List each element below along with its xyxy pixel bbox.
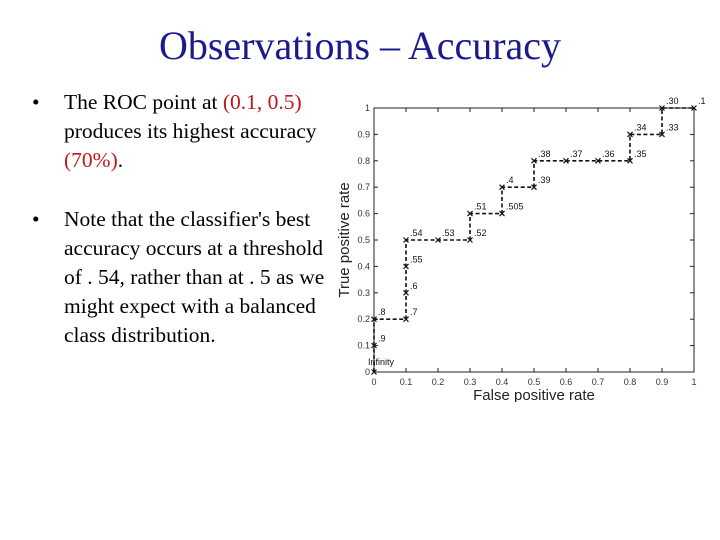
bullet-text: The ROC point at	[64, 90, 223, 114]
x-tick-label: 0.6	[560, 377, 573, 387]
roc-point-marker	[403, 237, 409, 243]
point-label: .6	[410, 281, 418, 291]
y-tick-label: 0.4	[357, 261, 370, 271]
point-label: .37	[570, 149, 583, 159]
point-label: .9	[378, 334, 386, 344]
roc-point-marker	[467, 210, 473, 217]
x-tick-label: 0.9	[656, 377, 669, 387]
roc-point-marker	[691, 105, 697, 111]
roc-point-marker	[627, 157, 633, 164]
y-tick-label: 1	[365, 103, 370, 113]
slide-title: Observations – Accuracy	[158, 23, 562, 68]
y-tick-label: 0.7	[357, 182, 370, 192]
roc-curve	[373, 107, 694, 372]
bullet-text: Note that the classifier's best accuracy…	[64, 207, 325, 347]
point-label: .1	[698, 96, 706, 106]
x-axis-label: False positive rate	[473, 387, 595, 402]
plot-frame	[373, 107, 695, 373]
point-label: .38	[538, 149, 551, 159]
point-label: .4	[506, 175, 514, 185]
x-tick-label: 0.4	[496, 377, 509, 387]
y-tick-label: 0	[365, 367, 370, 377]
point-label: .33	[666, 122, 679, 132]
roc-point-marker	[659, 105, 665, 111]
bullet-text: produces its highest accuracy	[64, 119, 317, 143]
point-label: .8	[378, 307, 386, 317]
bullet-text: .	[117, 148, 124, 172]
bullet-item: • Note that the classifier's best accura…	[28, 205, 328, 350]
point-label: Infinity	[368, 357, 395, 367]
x-tick-label: 0.8	[624, 377, 637, 387]
point-label: .36	[602, 149, 615, 159]
roc-point-marker	[403, 289, 409, 296]
highlight-accuracy: (70%)	[64, 148, 118, 172]
bullet-list: • The ROC point at (0.1, 0.5) produces i…	[28, 88, 328, 350]
roc-point-marker	[371, 342, 377, 349]
roc-chart: 0 0.1 0.2 0.3 0.4 0.5 0.6 0.7 0.8 0.9 1 0 0.1 0.2 0.3 0…	[336, 96, 706, 402]
roc-point-marker	[531, 184, 537, 191]
point-label: .30	[666, 96, 679, 106]
roc-point-marker	[371, 369, 377, 375]
highlight-roc-point: (0.1, 0.5)	[222, 90, 302, 114]
roc-point-marker	[563, 157, 569, 164]
x-tick-label: 1	[691, 377, 696, 387]
roc-point-marker	[371, 316, 377, 323]
x-tick-label: 0	[371, 377, 376, 387]
point-label: .7	[410, 307, 418, 317]
y-tick-label: 0.6	[357, 209, 370, 219]
roc-point-marker	[467, 237, 473, 243]
roc-point-marker	[403, 316, 409, 323]
y-tick-label: 0.5	[357, 235, 370, 245]
point-label: .505	[506, 202, 524, 212]
roc-point-marker	[435, 237, 441, 243]
point-label: .54	[410, 228, 423, 238]
y-tick-label: 0.2	[357, 314, 370, 324]
point-label: .53	[442, 228, 455, 238]
x-tick-label: 0.2	[432, 377, 445, 387]
roc-point-marker	[627, 131, 633, 138]
x-tick-label: 0.5	[528, 377, 541, 387]
point-label: .34	[634, 122, 647, 132]
bullet-marker: •	[32, 207, 40, 231]
point-label: .55	[410, 254, 423, 264]
bullet-item: • The ROC point at (0.1, 0.5) produces i…	[28, 88, 328, 175]
y-axis-label: True positive rate	[336, 182, 353, 297]
roc-point-marker	[499, 210, 505, 217]
x-tick-label: 0.1	[400, 377, 413, 387]
x-tick-label: 0.7	[592, 377, 605, 387]
x-tick-label: 0.3	[464, 377, 477, 387]
roc-point-marker	[595, 157, 601, 164]
point-label: .51	[474, 202, 487, 212]
y-tick-label: 0.1	[357, 341, 370, 351]
point-label: .39	[538, 175, 551, 185]
point-label: .35	[634, 149, 647, 159]
y-tick-label: 0.8	[357, 156, 370, 166]
roc-point-marker	[531, 157, 537, 164]
y-tick-label: 0.9	[357, 129, 370, 139]
roc-point-marker	[403, 263, 409, 270]
y-tick-label: 0.3	[357, 288, 370, 298]
roc-point-marker	[659, 131, 665, 138]
roc-point-marker	[499, 184, 505, 191]
bullet-marker: •	[32, 90, 40, 114]
point-label: .52	[474, 228, 487, 238]
